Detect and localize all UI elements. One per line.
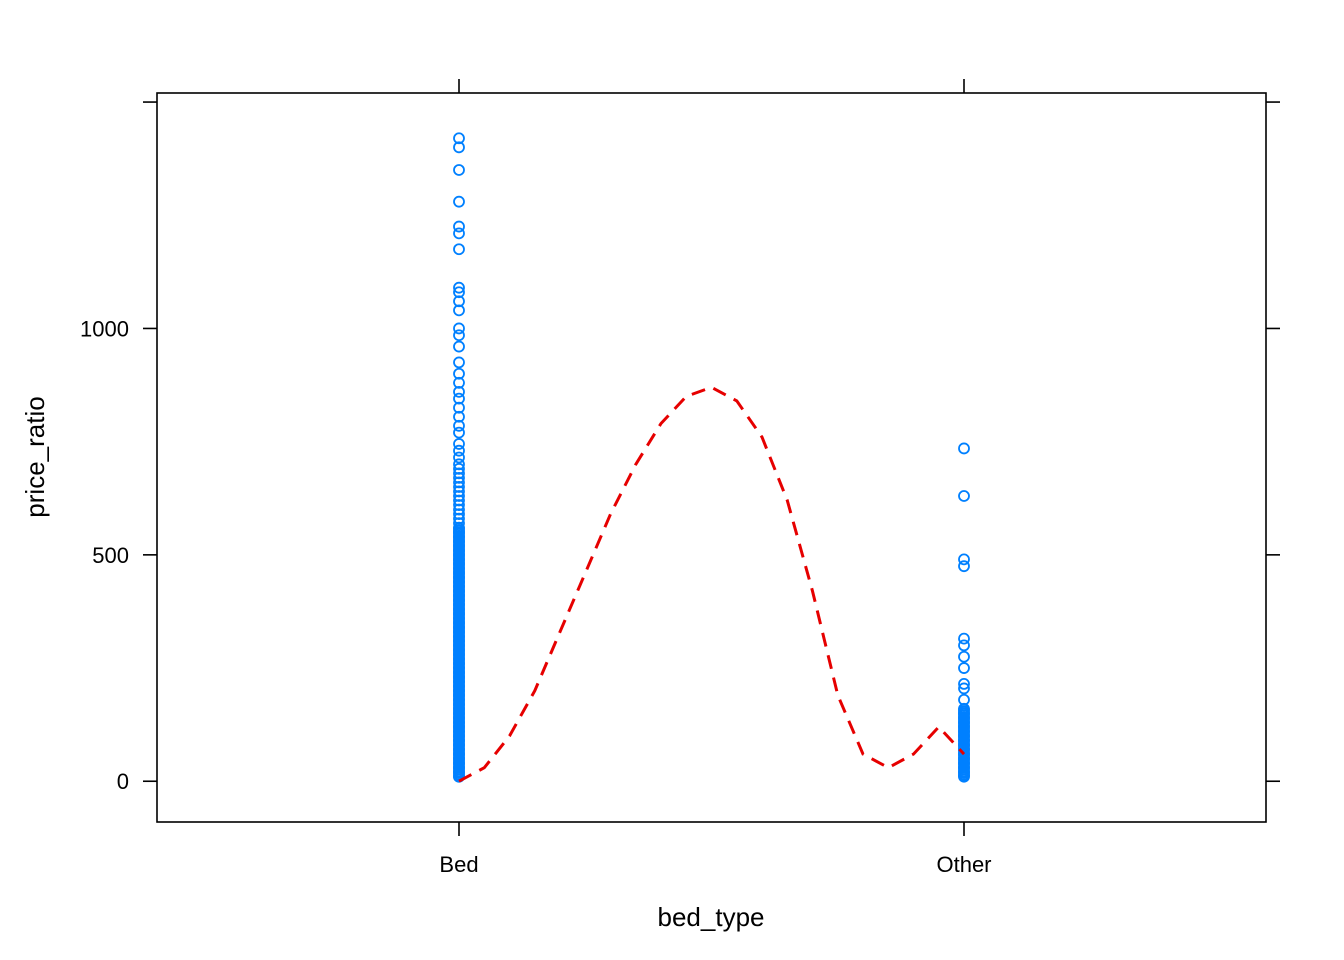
data-point [453, 367, 465, 380]
data-point [453, 467, 465, 480]
data-point [453, 522, 465, 535]
data-point [453, 304, 465, 317]
x-axis: Bed Other [439, 79, 992, 877]
data-point [453, 132, 465, 145]
data-point [453, 392, 465, 405]
data-point [453, 322, 465, 335]
data-point [453, 451, 465, 464]
data-point [453, 385, 465, 398]
data-point [453, 499, 465, 511]
smooth-line-layer [458, 385, 966, 783]
data-point [453, 490, 465, 502]
data-point [453, 195, 465, 208]
data-point [958, 490, 970, 502]
data-point [958, 682, 970, 695]
points-layer [453, 132, 970, 783]
data-point [453, 481, 465, 493]
data-point [453, 281, 465, 294]
data-point [453, 243, 465, 256]
data-point [453, 286, 465, 299]
data-point [453, 356, 465, 369]
data-point [453, 220, 465, 233]
data-point [958, 553, 970, 566]
data-point [453, 376, 465, 389]
x-tick-label: Bed [439, 852, 478, 877]
data-point [958, 560, 970, 573]
y-tick-label: 500 [92, 543, 129, 568]
data-point [453, 476, 465, 489]
data-point [453, 329, 465, 342]
smooth-line [458, 385, 966, 783]
data-point [453, 227, 465, 240]
plot-frame [156, 92, 1267, 823]
y-tick-label: 1000 [80, 316, 129, 341]
x-tick-label: Other [936, 852, 991, 877]
data-point [453, 444, 465, 457]
y-axis: 0 500 1000 [80, 101, 1280, 794]
y-tick-label: 0 [117, 769, 129, 794]
data-point [453, 401, 465, 414]
data-point [453, 485, 465, 498]
data-point [453, 340, 465, 353]
x-axis-title: bed_type [658, 902, 765, 932]
data-point [958, 632, 970, 645]
data-point [453, 295, 465, 308]
data-point [958, 442, 970, 455]
data-point [453, 426, 465, 439]
data-point [453, 503, 465, 516]
data-point [453, 458, 465, 471]
data-point [958, 703, 970, 716]
y-axis-title: price_ratio [20, 396, 50, 517]
data-point [958, 677, 970, 690]
data-point [453, 471, 465, 484]
data-point [453, 494, 465, 507]
data-point [958, 662, 970, 674]
data-point [453, 410, 465, 423]
data-point [453, 141, 465, 154]
data-point [453, 164, 465, 176]
data-point [453, 508, 465, 520]
data-point [453, 419, 465, 432]
data-point [453, 438, 465, 450]
data-point [453, 462, 465, 475]
data-point [958, 650, 970, 663]
data-point [958, 639, 970, 652]
